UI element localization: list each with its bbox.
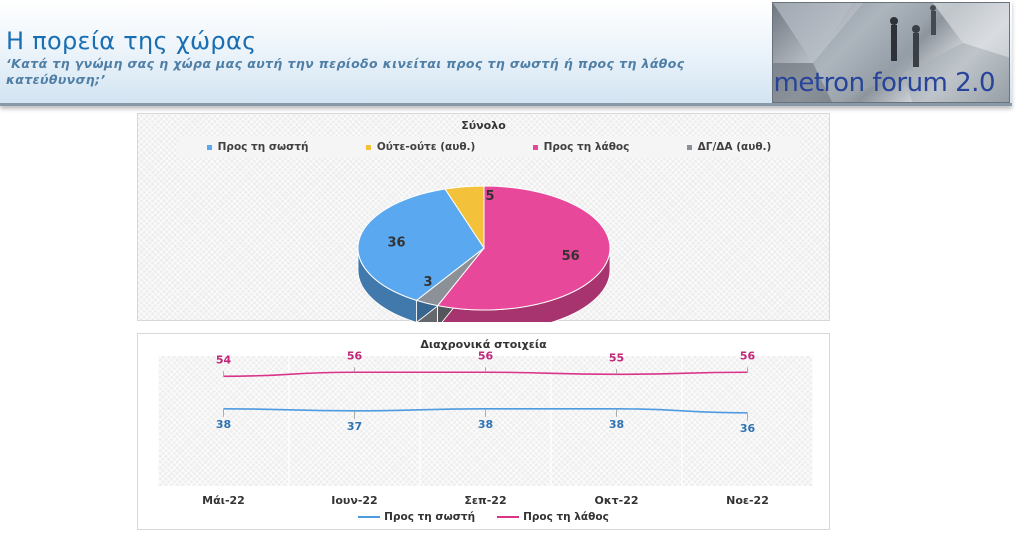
line-chart-panel: Διαχρονικά στοιχεία 38 37 38 38 36 54 56 56 55 56… <box>137 333 830 530</box>
data-label-wrong: 56 <box>347 349 363 362</box>
x-tick-label: Οκτ-22 <box>594 494 638 507</box>
x-tick-label: Μάι-22 <box>202 494 245 507</box>
data-label-wrong: 56 <box>740 349 756 362</box>
pie-label-dk: 3 <box>423 275 432 290</box>
line-chart: 38 37 38 38 36 54 56 56 55 56 Μάι-22 Ιουν-22 Σεπ-22 Ο… <box>157 349 814 507</box>
line-legend-swatch-wrong <box>497 516 520 518</box>
pie-label-neutral: 5 <box>485 189 494 204</box>
data-label-correct: 38 <box>609 418 624 431</box>
line-legend-item-wrong: Προς τη λάθος <box>497 511 609 523</box>
legend-item-neutral: Ούτε-ούτε (αυθ.) <box>365 141 476 153</box>
legend-swatch-dk <box>686 144 692 150</box>
data-label-correct: 38 <box>478 418 493 431</box>
legend-item-dk: ΔΓ/ΔΑ (αυθ.) <box>686 141 772 153</box>
data-label-correct: 38 <box>216 418 231 431</box>
brand-logo: metron forum 2.0 <box>772 2 1010 103</box>
legend-item-wrong: Προς τη λάθος <box>532 141 630 153</box>
legend-item-correct: Προς τη σωστή <box>206 141 309 153</box>
line-chart-plot-background <box>158 356 813 486</box>
pie-slice-wrong <box>436 185 611 311</box>
line-legend-item-correct: Προς τη σωστή <box>358 511 475 523</box>
pie-chart-panel: Σύνολο Προς τη σωστή Ούτε-ούτε (αυθ.) Πρ… <box>137 113 830 322</box>
legend-swatch-neutral <box>365 144 371 150</box>
logo-text: metron forum 2.0 <box>773 68 996 98</box>
x-tick-label: Νοε-22 <box>726 494 769 507</box>
line-series-wrong <box>223 371 748 378</box>
data-label-correct: 36 <box>740 422 756 435</box>
line-legend-label-correct: Προς τη σωστή <box>384 511 476 523</box>
x-tick-label: Σεπ-22 <box>464 494 506 507</box>
pie-chart: 56 3 36 5 <box>357 185 611 322</box>
page-subtitle: ‘Κατά τη γνώμη σας η χώρα μας αυτή την π… <box>6 56 685 87</box>
logo-photo-icon <box>773 3 1009 102</box>
pie-label-correct: 36 <box>387 236 405 251</box>
line-legend-swatch-correct <box>358 516 381 518</box>
data-label-wrong: 55 <box>609 351 624 364</box>
header-banner: Η πορεία της χώρας ‘Κατά τη γνώμη σας η … <box>0 0 1012 106</box>
data-label-wrong: 54 <box>216 353 232 366</box>
pie-chart-legend: Προς τη σωστή Ούτε-ούτε (αυθ.) Προς τη λ… <box>178 136 800 158</box>
x-tick-label: Ιουν-22 <box>331 494 377 507</box>
pie-slice-neutral <box>444 185 485 250</box>
legend-label-dk: ΔΓ/ΔΑ (αυθ.) <box>697 141 772 153</box>
legend-swatch-wrong <box>532 144 538 150</box>
legend-label-wrong: Προς τη λάθος <box>543 141 630 153</box>
data-label-wrong: 56 <box>478 349 494 362</box>
data-label-correct: 37 <box>347 420 362 433</box>
legend-swatch-correct <box>206 144 212 150</box>
pie-chart-title: Σύνολο <box>461 119 506 132</box>
line-legend-label-wrong: Προς τη λάθος <box>523 511 609 523</box>
line-chart-title: Διαχρονικά στοιχεία <box>420 338 547 351</box>
legend-label-correct: Προς τη σωστή <box>217 141 309 153</box>
legend-label-neutral: Ούτε-ούτε (αυθ.) <box>376 141 476 153</box>
pie-slice-correct <box>357 188 485 301</box>
page-title: Η πορεία της χώρας <box>6 27 257 55</box>
line-chart-legend: Προς τη σωστή Προς τη λάθος <box>138 511 829 523</box>
pie-label-wrong: 56 <box>562 249 580 264</box>
